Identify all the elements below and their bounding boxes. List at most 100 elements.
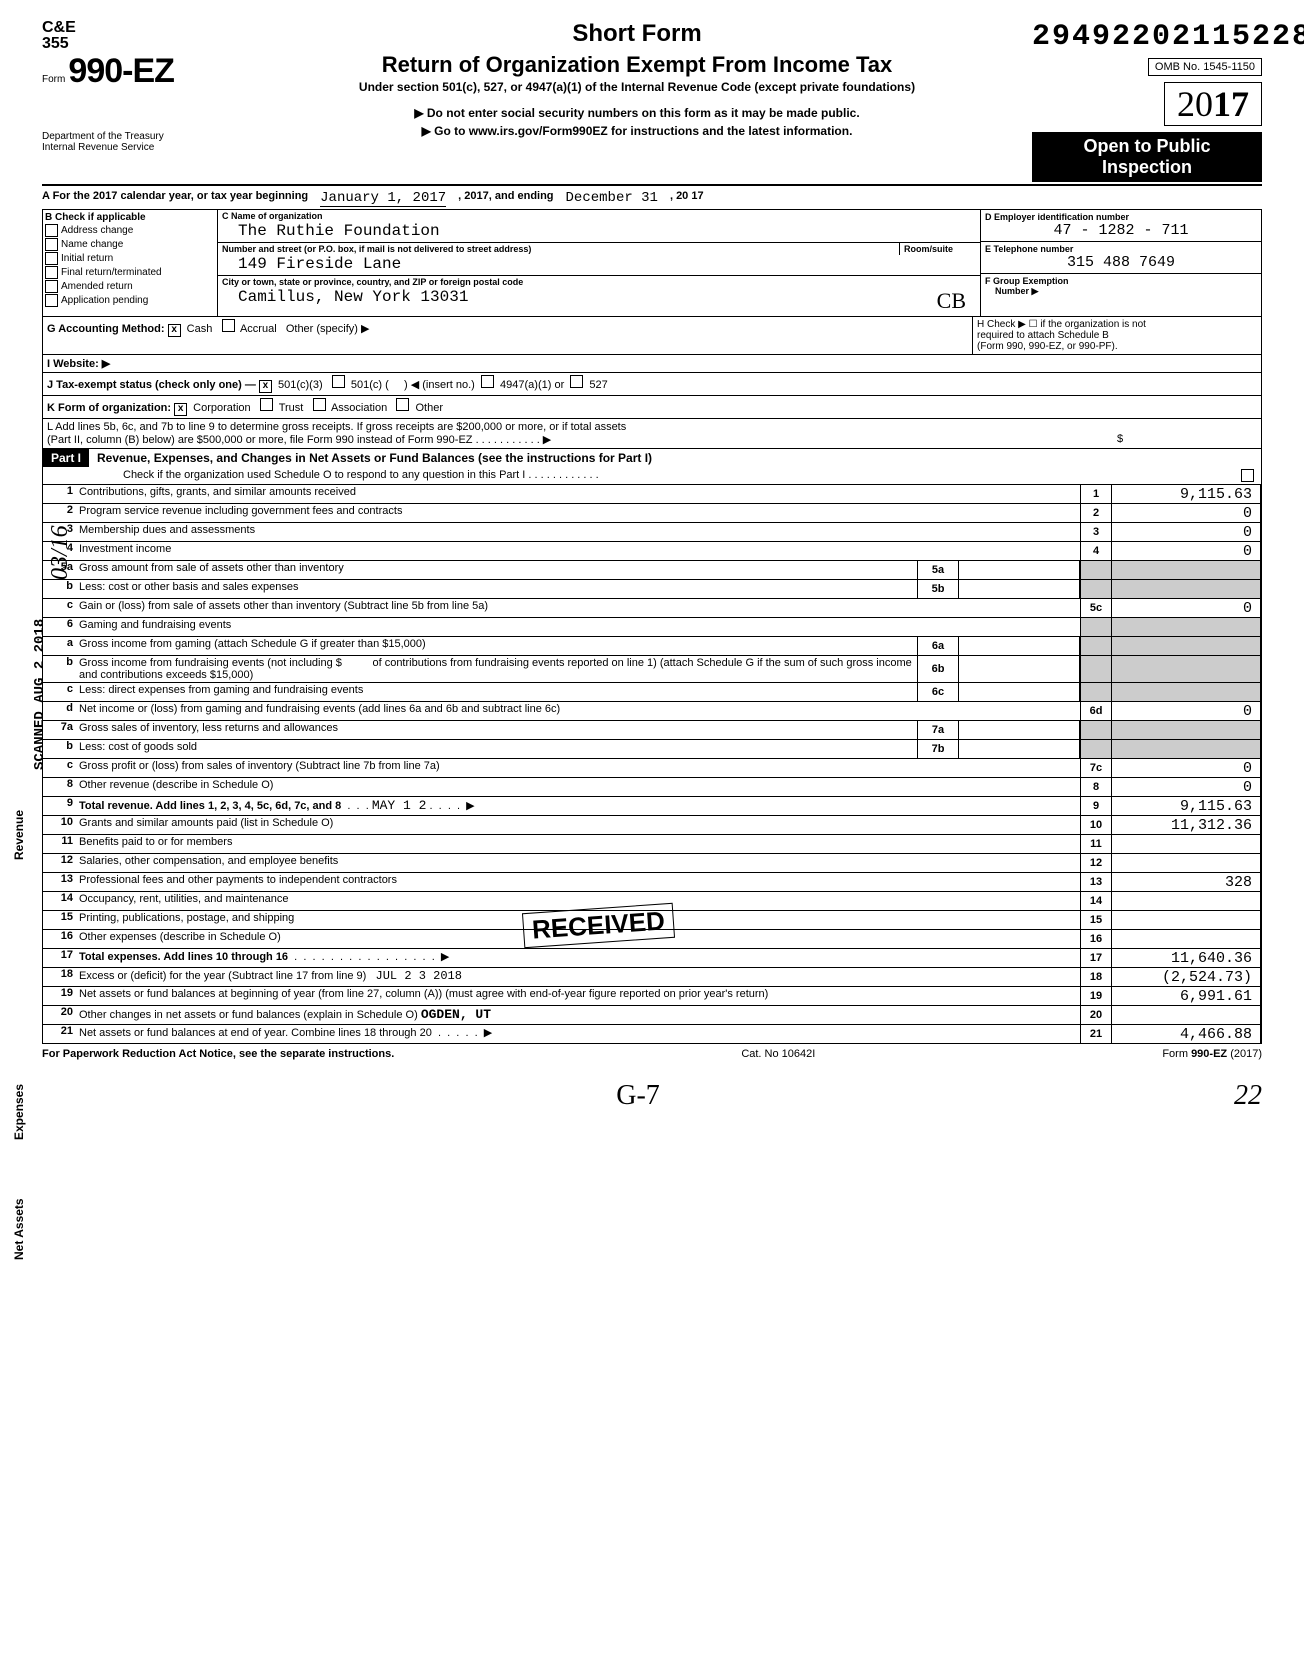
open-public-1: Open to Public: [1040, 136, 1254, 157]
section-j-label: J Tax-exempt status (check only one) —: [47, 379, 256, 391]
line-6a-num: a: [43, 637, 79, 649]
line-6c-rshade: [1112, 683, 1261, 701]
line-19-num: 19: [43, 987, 79, 999]
line-9-num: 9: [43, 797, 79, 809]
line-13-box: 13: [1080, 873, 1112, 891]
j-4947: 4947(a)(1) or: [500, 379, 564, 391]
line-16-num: 16: [43, 930, 79, 942]
form-label: Form: [42, 74, 65, 85]
j-527: 527: [589, 379, 607, 391]
line-7a-num: 7a: [43, 721, 79, 733]
line-7b-rshade: [1112, 740, 1261, 758]
footer-left: For Paperwork Reduction Act Notice, see …: [42, 1048, 394, 1060]
dept-treasury: Department of the Treasury: [42, 131, 242, 142]
checkbox-trust[interactable]: [260, 398, 273, 411]
section-f-label2: Number ▶: [995, 286, 1038, 296]
line-19-value: 6,991.61: [1112, 987, 1261, 1005]
line-5a-num: 5a: [43, 561, 79, 573]
addr-label: Number and street (or P.O. box, if mail …: [218, 243, 899, 255]
line-7a-text: Gross sales of inventory, less returns a…: [79, 721, 917, 735]
line-5a-shade: [1080, 561, 1112, 579]
city-value: Camillus, New York 13031: [238, 288, 468, 314]
line-8-box: 8: [1080, 778, 1112, 796]
line-1-value: 9,115.63: [1112, 485, 1261, 503]
line-1-num: 1: [43, 485, 79, 497]
section-h-line2: required to attach Schedule B: [977, 330, 1257, 341]
line-6c-shade: [1080, 683, 1112, 701]
line-6-shade: [1080, 618, 1112, 636]
line-11-text: Benefits paid to or for members: [79, 835, 1080, 849]
section-f-label: F Group Exemption: [985, 276, 1069, 286]
line-5c-value: 0: [1112, 599, 1261, 617]
line-7a-shade: [1080, 721, 1112, 739]
checkbox-501c[interactable]: [332, 375, 345, 388]
line-7b-shade: [1080, 740, 1112, 758]
line-6a-rshade: [1112, 637, 1261, 655]
checkbox-final-return[interactable]: [45, 266, 58, 279]
checkbox-accrual[interactable]: [222, 319, 235, 332]
ce-stamp-num: 355: [42, 36, 242, 52]
g-other: Other (specify) ▶: [286, 323, 370, 335]
handwritten-g7: G-7: [616, 1080, 660, 1112]
line-a-year-suffix: , 20 17: [670, 190, 704, 207]
omb-number: OMB No. 1545-1150: [1148, 58, 1262, 76]
line-2-text: Program service revenue including govern…: [79, 504, 1080, 518]
line-11-box: 11: [1080, 835, 1112, 853]
section-i-label: I Website: ▶: [47, 358, 110, 370]
tax-year-end: December 31: [566, 190, 658, 207]
line-8-value: 0: [1112, 778, 1261, 796]
checkbox-schedule-o[interactable]: [1241, 469, 1254, 482]
line-21-value: 4,466.88: [1112, 1025, 1261, 1043]
line-4-value: 0: [1112, 542, 1261, 560]
j-501c3: 501(c)(3): [278, 379, 323, 391]
line-2-num: 2: [43, 504, 79, 516]
line-8-num: 8: [43, 778, 79, 790]
line-5b-value: [959, 580, 1080, 598]
line-5c-text: Gain or (loss) from sale of assets other…: [79, 599, 1080, 613]
line-6c-box: 6c: [917, 683, 959, 701]
line-6b-text: Gross income from fundraising events (no…: [79, 656, 917, 682]
checkbox-527[interactable]: [570, 375, 583, 388]
handwritten-cb: CB: [937, 288, 966, 314]
line-6d-value: 0: [1112, 702, 1261, 720]
line-6a-box: 6a: [917, 637, 959, 655]
line-19-text: Net assets or fund balances at beginning…: [79, 987, 1080, 1001]
line-10-num: 10: [43, 816, 79, 828]
line-20-text: Other changes in net assets or fund bala…: [79, 1006, 1080, 1023]
section-g-label: G Accounting Method:: [47, 323, 165, 335]
line-13-num: 13: [43, 873, 79, 885]
checkbox-corp[interactable]: x: [174, 403, 187, 416]
section-c-label: C Name of organization: [218, 210, 980, 222]
line-2-box: 2: [1080, 504, 1112, 522]
side-label-revenue: Revenue: [12, 810, 26, 860]
g-cash: Cash: [187, 323, 213, 335]
checkbox-pending[interactable]: [45, 294, 58, 307]
checkbox-k-other[interactable]: [396, 398, 409, 411]
part1-title: Revenue, Expenses, and Changes in Net As…: [97, 451, 652, 465]
dln-number: 29492202115228: [1032, 20, 1262, 54]
checkbox-501c3[interactable]: x: [259, 380, 272, 393]
street-address: 149 Fireside Lane: [218, 255, 980, 276]
line-6c-num: c: [43, 683, 79, 695]
line-6b-rshade: [1112, 656, 1261, 682]
line-3-value: 0: [1112, 523, 1261, 541]
checkbox-amended[interactable]: [45, 280, 58, 293]
line-20-num: 20: [43, 1006, 79, 1018]
part1-check-text: Check if the organization used Schedule …: [123, 469, 599, 482]
checkbox-assoc[interactable]: [313, 398, 326, 411]
checkbox-4947[interactable]: [481, 375, 494, 388]
checkbox-address-change[interactable]: [45, 224, 58, 237]
line-20-box: 20: [1080, 1006, 1112, 1024]
b-final: Final return/terminated: [61, 267, 162, 278]
line-6c-text: Less: direct expenses from gaming and fu…: [79, 683, 917, 697]
checkbox-name-change[interactable]: [45, 238, 58, 251]
j-501c: 501(c) (: [351, 379, 389, 391]
line-12-value: [1112, 854, 1261, 872]
line-18-num: 18: [43, 968, 79, 980]
line-7c-box: 7c: [1080, 759, 1112, 777]
checkbox-initial-return[interactable]: [45, 252, 58, 265]
line-6d-text: Net income or (loss) from gaming and fun…: [79, 702, 1080, 716]
line-5b-num: b: [43, 580, 79, 592]
checkbox-cash[interactable]: x: [168, 324, 181, 337]
line-7a-rshade: [1112, 721, 1261, 739]
